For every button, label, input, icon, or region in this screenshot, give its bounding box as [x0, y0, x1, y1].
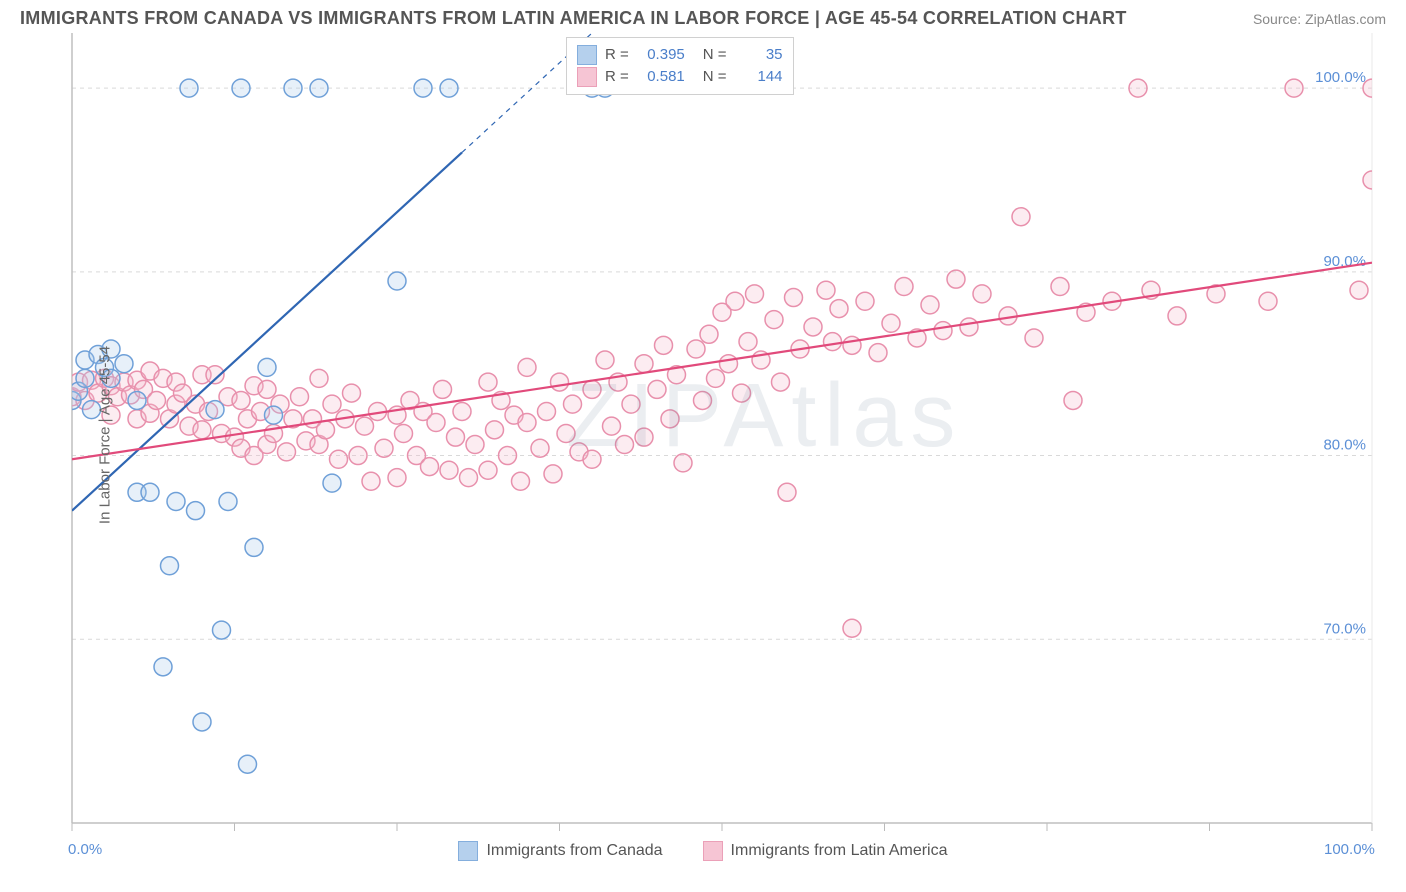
- x-axis-min-label: 0.0%: [68, 841, 102, 858]
- corr-legend-row-canada: R =0.395N =35: [577, 44, 783, 66]
- legend-swatch-latin: [703, 841, 723, 861]
- x-axis-max-label: 100.0%: [1324, 841, 1375, 858]
- source-prefix: Source:: [1253, 11, 1305, 27]
- legend-item-latin: Immigrants from Latin America: [703, 841, 948, 861]
- svg-text:70.0%: 70.0%: [1323, 620, 1366, 637]
- legend-item-canada: Immigrants from Canada: [458, 841, 662, 861]
- chart-header: IMMIGRANTS FROM CANADA VS IMMIGRANTS FRO…: [0, 0, 1406, 33]
- svg-text:100.0%: 100.0%: [1315, 69, 1366, 86]
- series-legend: Immigrants from Canada Immigrants from L…: [20, 841, 1386, 861]
- legend-label-latin: Immigrants from Latin America: [731, 842, 948, 860]
- correlation-legend: R =0.395N =35R =0.581N =144: [566, 37, 794, 95]
- x-axis-labels: 0.0% 100.0% Immigrants from Canada Immig…: [20, 841, 1386, 865]
- source-attribution: Source: ZipAtlas.com: [1253, 11, 1386, 27]
- legend-swatch-canada: [458, 841, 478, 861]
- svg-text:80.0%: 80.0%: [1323, 437, 1366, 454]
- y-axis-label: In Labor Force | Age 45-54: [97, 346, 114, 524]
- chart-area: In Labor Force | Age 45-54 70.0%80.0%90.…: [20, 33, 1386, 837]
- source-value: ZipAtlas.com: [1305, 11, 1386, 27]
- scatter-plot-svg: 70.0%80.0%90.0%100.0%: [20, 33, 1382, 837]
- chart-title: IMMIGRANTS FROM CANADA VS IMMIGRANTS FRO…: [20, 8, 1127, 29]
- legend-label-canada: Immigrants from Canada: [486, 842, 662, 860]
- corr-legend-row-latin: R =0.581N =144: [577, 66, 783, 88]
